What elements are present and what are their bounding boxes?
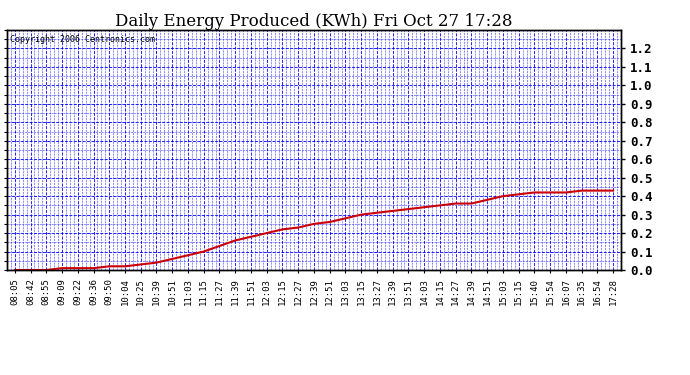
Text: Copyright 2006 Centronics.com: Copyright 2006 Centronics.com (10, 35, 155, 44)
Title: Daily Energy Produced (KWh) Fri Oct 27 17:28: Daily Energy Produced (KWh) Fri Oct 27 1… (115, 13, 513, 30)
